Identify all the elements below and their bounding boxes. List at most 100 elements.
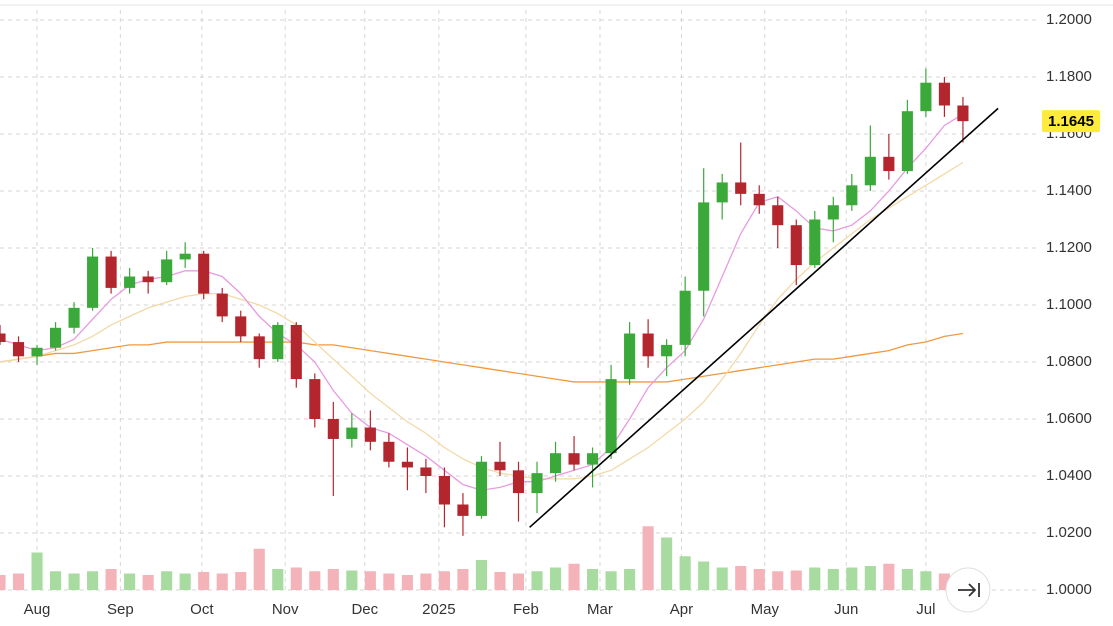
- volume-bar: [161, 571, 173, 590]
- candle-body: [642, 333, 654, 357]
- x-tick-label: Sep: [107, 601, 134, 618]
- candle-body: [790, 225, 802, 266]
- candle-body: [957, 105, 969, 122]
- moving-average: [0, 113, 964, 491]
- y-tick-label: 1.0200: [1046, 524, 1092, 541]
- x-tick-label: Jul: [916, 601, 935, 618]
- y-tick-label: 1.0600: [1046, 410, 1092, 427]
- candle-body: [12, 342, 25, 357]
- axes: 1.0000 1.0200 1.0400 1.0600 1.0800 1.1000 1.12…: [24, 11, 1100, 618]
- volume-bar: [494, 572, 506, 590]
- candle-body: [309, 379, 321, 419]
- volume-bar: [716, 567, 728, 590]
- volume-bar: [642, 526, 654, 590]
- volume-bar: [457, 569, 469, 590]
- volume-bar: [827, 569, 839, 590]
- x-tick-label: Apr: [670, 601, 693, 618]
- volume-bar: [383, 573, 395, 590]
- candle-body: [49, 327, 62, 348]
- candle-body: [512, 470, 525, 494]
- candle-body: [661, 344, 673, 357]
- candles: [0, 68, 969, 536]
- candle-body: [0, 333, 6, 343]
- volume-bar: [901, 569, 913, 590]
- moving-average: [0, 332, 964, 383]
- candle-body: [920, 82, 932, 112]
- volume-bar: [272, 569, 284, 590]
- candle-body: [864, 156, 876, 186]
- volume-bar: [179, 573, 191, 590]
- volume-bar: [216, 573, 228, 590]
- y-tick-label: 1.2000: [1046, 11, 1092, 28]
- volume-bar: [124, 573, 136, 590]
- candle-body: [587, 453, 599, 465]
- candle-body: [624, 333, 636, 380]
- volume-bar: [31, 552, 43, 590]
- volume-bar: [549, 567, 562, 590]
- volume-bar: [235, 572, 247, 590]
- grid: [0, 10, 1037, 591]
- volume: [0, 526, 969, 590]
- volume-bar: [624, 569, 636, 590]
- candle-body: [161, 259, 173, 283]
- volume-bar: [105, 569, 117, 590]
- candle-body: [401, 461, 413, 468]
- candle-body: [735, 182, 747, 194]
- volume-bar: [309, 571, 321, 590]
- candle-body: [179, 253, 191, 260]
- volume-bar: [420, 573, 432, 590]
- candle-body: [235, 316, 247, 337]
- candle-body: [475, 461, 488, 516]
- volume-bar: [438, 571, 450, 590]
- y-tick-label: 1.1200: [1046, 239, 1092, 256]
- x-tick-label: Jun: [834, 601, 858, 618]
- candle-body: [698, 202, 710, 291]
- candle-body: [272, 324, 284, 360]
- volume-bar: [327, 569, 339, 590]
- candle-body: [549, 453, 562, 474]
- candle-body: [198, 253, 210, 294]
- candle-body: [420, 467, 432, 476]
- candle-body: [124, 276, 136, 288]
- x-tick-label: Mar: [587, 601, 613, 618]
- volume-bar: [87, 571, 99, 590]
- volume-bar: [790, 570, 802, 590]
- candle-body: [716, 182, 728, 203]
- y-tick-label: 1.0400: [1046, 467, 1092, 484]
- candle-body: [883, 156, 895, 172]
- volume-bar: [475, 560, 488, 590]
- candle-body: [494, 461, 506, 471]
- volume-bar: [49, 571, 62, 590]
- candle-body: [31, 347, 43, 357]
- candle-body: [809, 219, 821, 266]
- volume-bar: [883, 563, 895, 590]
- candle-body: [68, 307, 80, 328]
- volume-bar: [605, 571, 617, 590]
- x-tick-label: May: [751, 601, 780, 618]
- volume-bar: [198, 572, 210, 590]
- volume-bar: [735, 566, 747, 590]
- candle-body: [605, 379, 617, 454]
- trendline: [529, 107, 999, 528]
- y-tick-label: 1.1800: [1046, 68, 1092, 85]
- volume-bar: [679, 556, 691, 590]
- candle-body: [568, 453, 580, 465]
- y-tick-label: 1.1000: [1046, 296, 1092, 313]
- candle-body: [772, 205, 784, 226]
- candle-body: [753, 193, 765, 206]
- x-tick-label: Aug: [24, 601, 51, 618]
- x-tick-label: Feb: [513, 601, 539, 618]
- arrow-icon[interactable]: [958, 583, 980, 597]
- volume-bar: [864, 566, 876, 590]
- last-price-tag: [1042, 110, 1100, 133]
- scroll-to-latest-button[interactable]: [945, 567, 991, 613]
- candle-body: [327, 419, 339, 439]
- x-tick-label: 2025: [422, 601, 455, 618]
- volume-bar: [846, 567, 858, 590]
- candle-body: [901, 111, 913, 172]
- candle-body: [438, 476, 450, 505]
- volume-bar: [938, 573, 950, 590]
- volume-bar: [753, 569, 765, 590]
